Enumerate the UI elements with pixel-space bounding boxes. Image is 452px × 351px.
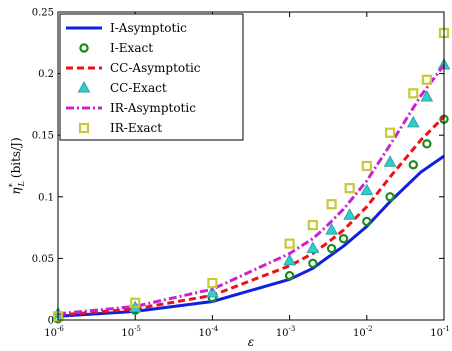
legend-label: IR-Asymptotic (110, 101, 196, 115)
data-point-i-exact (422, 139, 432, 149)
legend-box (59, 13, 244, 141)
x-tick-base: 10 (430, 328, 443, 339)
x-axis-label: ε (248, 335, 254, 349)
series-i-asymptotic (57, 154, 445, 318)
y-tick-label: 0.1 (38, 192, 54, 203)
legend-label: CC-Asymptotic (110, 61, 201, 75)
x-tick-exp: -1 (443, 325, 450, 333)
x-tick-label: 10-5 (121, 325, 141, 339)
series-line-i-asymptotic (57, 154, 445, 318)
x-tick-label: 10-2 (353, 325, 373, 339)
x-tick-exp: -5 (134, 325, 141, 333)
x-tick-label: 10-6 (44, 325, 64, 339)
x-tick-base: 10 (44, 328, 57, 339)
x-tick-exp: -3 (289, 325, 296, 333)
series-cc-asymptotic (57, 115, 446, 317)
series-line-cc-asymptotic (57, 115, 446, 317)
data-point-cc-exact (360, 183, 374, 196)
data-point-ir-exact (384, 127, 396, 138)
data-point-i-exact (362, 216, 372, 227)
ticks-layer: 10-6 10-5 10-4 10-3 10-2 10-100.050.10.150.20… (32, 8, 450, 340)
series-layer (51, 27, 451, 324)
x-tick-base: 10 (276, 328, 289, 339)
data-point-cc-exact (343, 208, 357, 220)
data-point-i-exact (308, 258, 318, 269)
series-ir-asymptotic (57, 64, 446, 316)
legend-entry-cc-asymptotic: CC-Asymptotic (66, 61, 201, 75)
y-axis-label-unit: (bits/J) (9, 137, 23, 178)
x-tick-label: 10-1 (430, 325, 450, 339)
data-point-cc-exact (383, 155, 397, 167)
legend: I-Asymptotic I-Exact CC-Asymptotic CC-Exact… (59, 13, 244, 141)
data-point-ir-exact (421, 74, 432, 85)
y-tick-label: 0.05 (32, 254, 54, 265)
data-point-ir-exact (207, 277, 218, 289)
x-tick-base: 10 (121, 328, 134, 339)
legend-label: IR-Exact (110, 121, 162, 135)
data-point-cc-exact (325, 223, 338, 235)
data-point-ir-exact (284, 238, 295, 249)
data-point-cc-exact (420, 89, 434, 102)
legend-entry-i-exact: I-Exact (79, 41, 153, 55)
legend-label: I-Asymptotic (110, 21, 187, 35)
data-point-i-exact (284, 270, 295, 281)
data-point-ir-exact (344, 183, 355, 194)
legend-entry-ir-asymptotic: IR-Asymptotic (66, 101, 196, 115)
y-tick-label: 0 (48, 316, 54, 327)
data-point-i-exact (338, 233, 349, 244)
x-tick-label: 10-4 (199, 325, 219, 339)
legend-entry-cc-exact: CC-Exact (77, 80, 167, 95)
data-point-i-exact (326, 243, 337, 254)
data-point-ir-exact (326, 199, 337, 210)
legend-swatch (79, 43, 89, 53)
y-axis-label-sub: L (17, 181, 26, 187)
data-point-ir-exact (361, 160, 372, 172)
data-point-cc-exact (206, 285, 219, 298)
x-tick-exp: -6 (57, 325, 64, 333)
legend-entry-ir-exact: IR-Exact (78, 121, 162, 135)
series-i-exact (53, 114, 449, 324)
y-tick-label: 0.2 (38, 69, 54, 80)
plot-frame (57, 11, 445, 321)
y-axis-label-main: η (9, 187, 23, 195)
x-tick-base: 10 (199, 328, 212, 339)
y-axis-label-sup: * (8, 183, 17, 187)
x-tick-base: 10 (353, 328, 366, 339)
series-line-ir-asymptotic (57, 64, 446, 316)
legend-entry-i-asymptotic: I-Asymptotic (66, 21, 187, 35)
x-tick-exp: -2 (366, 325, 373, 333)
legend-swatch (77, 80, 91, 93)
data-point-ir-exact (408, 88, 419, 99)
data-point-cc-exact (306, 241, 320, 254)
y-tick-label: 0.25 (32, 8, 54, 19)
data-point-i-exact (385, 192, 395, 202)
data-point-cc-exact (406, 115, 420, 128)
x-tick-exp: -4 (211, 325, 218, 333)
data-point-cc-exact (283, 253, 296, 266)
y-axis-label: η*L (bits/J) (8, 137, 26, 194)
legend-label: I-Exact (110, 41, 153, 55)
y-tick-label: 0.15 (32, 131, 54, 142)
data-point-i-exact (408, 160, 418, 170)
legend-label: CC-Exact (110, 81, 167, 95)
x-tick-label: 10-3 (276, 325, 296, 339)
legend-swatch (78, 122, 90, 134)
data-point-ir-exact (307, 220, 318, 231)
data-point-ir-exact (130, 297, 141, 308)
